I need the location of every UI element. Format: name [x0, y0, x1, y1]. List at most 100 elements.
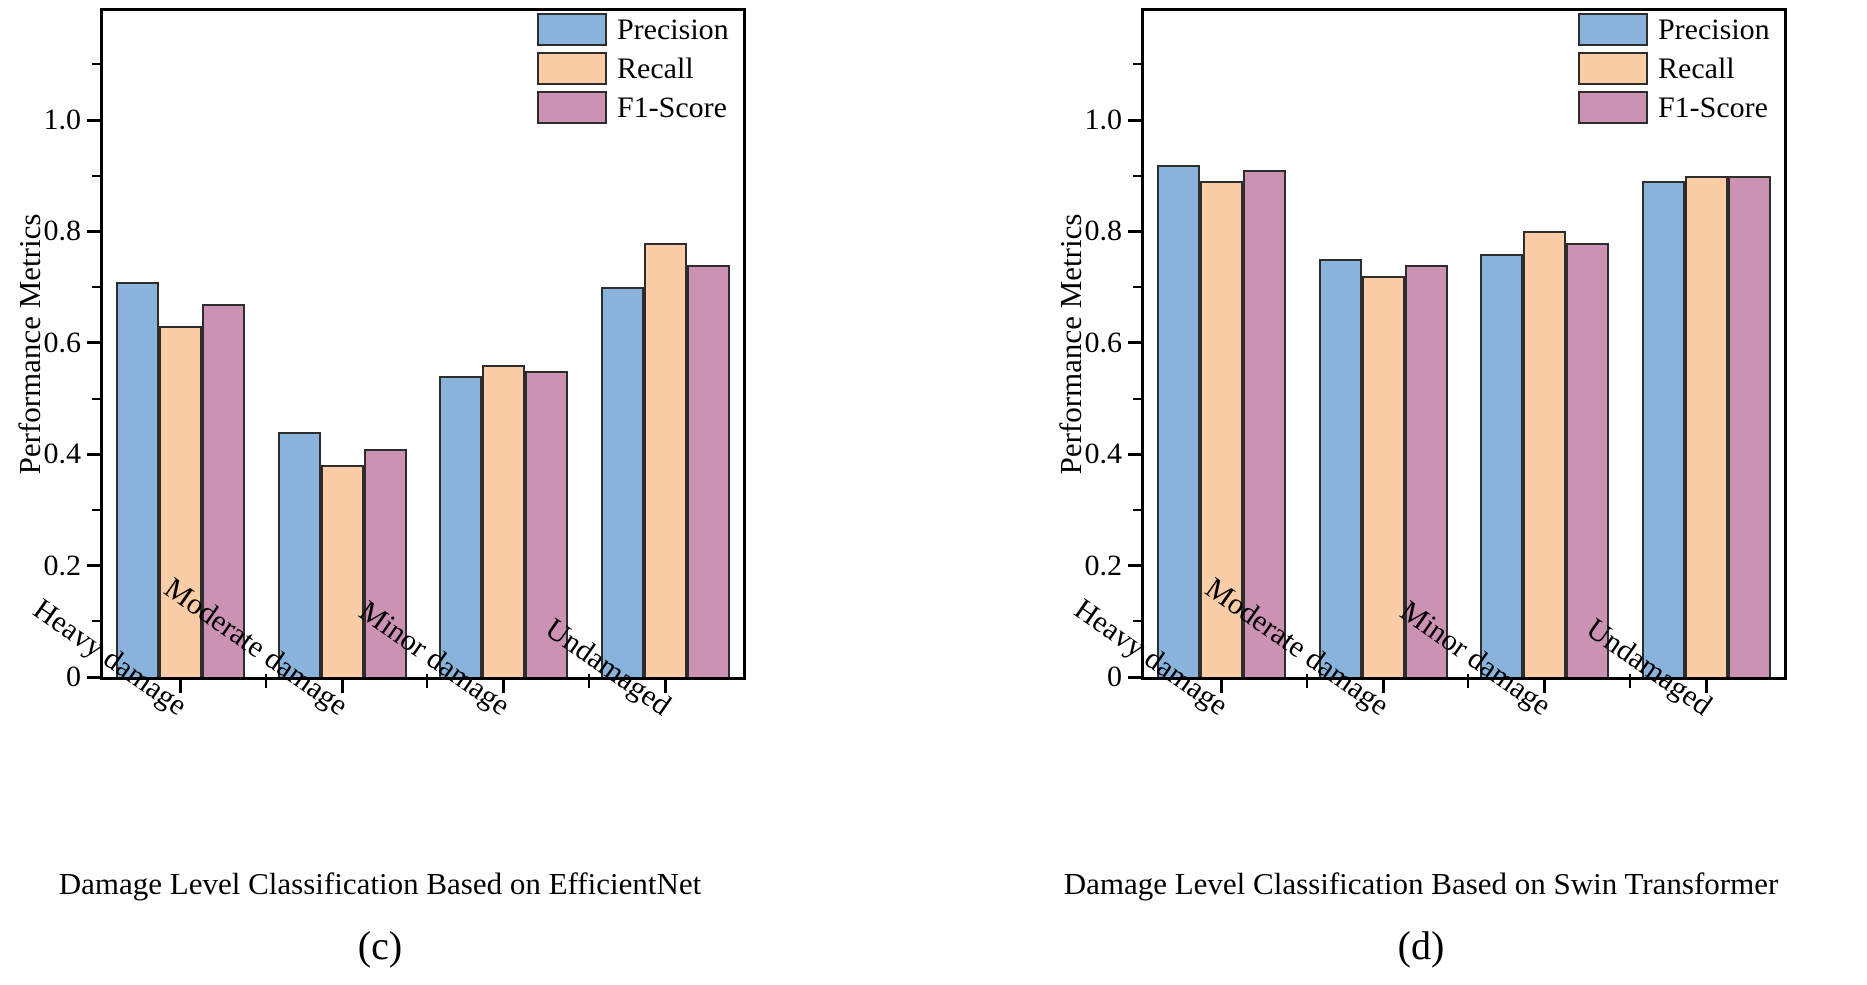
bar-recall-heavy-damage: [1200, 181, 1243, 677]
y-minor-tick: [92, 63, 100, 66]
y-minor-tick: [1133, 620, 1141, 623]
bar-f1-score-minor-damage: [525, 371, 568, 677]
y-minor-tick: [92, 174, 100, 177]
bar-precision-minor-damage: [439, 376, 482, 677]
bar-recall-undamaged: [643, 243, 687, 677]
y-major-tick: [87, 341, 100, 345]
y-tick-label: 0.2: [43, 548, 82, 582]
bar-recall-minor-damage: [1523, 231, 1566, 677]
legend-swatch-recall: [537, 52, 607, 85]
y-minor-tick: [92, 397, 100, 400]
legend-label-recall: Recall: [1658, 52, 1735, 85]
y-tick-label: 0.8: [43, 214, 82, 248]
bar-precision-moderate-damage: [277, 432, 321, 677]
bar-f1-score-undamaged: [1727, 176, 1771, 677]
x-minor-tick: [1305, 674, 1308, 688]
legend-swatch-f1-score: [1578, 91, 1648, 124]
legend-row-precision: Precision: [537, 13, 729, 46]
y-tick-label: 0.6: [43, 325, 82, 359]
bar-recall-heavy-damage: [159, 326, 202, 677]
bar-recall-undamaged: [1684, 176, 1728, 677]
x-minor-tick: [426, 674, 428, 688]
bar-recall-minor-damage: [482, 365, 525, 677]
legend-swatch-f1-score: [537, 91, 607, 124]
x-major-tick: [179, 674, 182, 693]
x-minor-tick: [1467, 674, 1469, 688]
legend-row-f1-score: F1-Score: [537, 91, 729, 124]
bar-f1-score-heavy-damage: [202, 304, 245, 677]
y-major-tick: [87, 564, 100, 568]
legend-row-f1-score: F1-Score: [1578, 91, 1770, 124]
bar-f1-score-heavy-damage: [1243, 170, 1286, 677]
legend-swatch-recall: [1578, 52, 1648, 85]
bar-precision-heavy-damage: [1157, 165, 1200, 677]
x-major-tick: [1381, 674, 1385, 693]
y-minor-tick: [92, 508, 100, 511]
plot-area: 0 0.2 0.4 0.6 0.8 1.0 Heavy damage Moderate dam…: [1068, 8, 1787, 722]
y-tick-label: 1.0: [1084, 103, 1123, 136]
x-major-tick: [502, 674, 505, 693]
legend-label-precision: Precision: [1658, 13, 1770, 46]
x-axis-title: Damage Level Classification Based on Eff…: [58, 866, 702, 901]
y-minor-tick: [92, 620, 100, 623]
legend-swatch-precision: [1578, 13, 1648, 46]
x-major-tick: [663, 674, 667, 693]
bar-f1-score-undamaged: [686, 265, 730, 677]
x-minor-tick: [587, 674, 590, 688]
x-axis-title: Damage Level Classification Based on Swi…: [1063, 866, 1779, 901]
legend-row-recall: Recall: [537, 52, 729, 85]
figure-panel-d: Performance Metrics 0 0.2 0.4 0.6 0.8 1.0 Heav…: [1041, 0, 1801, 985]
y-tick-label: 0.4: [1084, 437, 1123, 471]
panel-caption: (c): [357, 923, 403, 968]
y-major-tick: [1128, 675, 1141, 679]
y-major-tick: [1128, 341, 1141, 345]
bar-precision-undamaged: [1641, 181, 1685, 677]
y-major-tick: [1128, 564, 1141, 568]
y-major-tick: [1128, 118, 1141, 122]
x-minor-tick: [1628, 674, 1631, 688]
y-minor-tick: [1133, 174, 1141, 177]
y-tick-label: 0: [66, 660, 81, 693]
y-tick-label: 1.0: [43, 103, 82, 136]
legend-label-recall: Recall: [617, 52, 694, 85]
bar-precision-minor-damage: [1480, 254, 1523, 677]
legend: Precision Recall F1-Score: [1578, 13, 1770, 130]
x-major-tick: [1220, 674, 1223, 693]
y-major-tick: [1128, 452, 1141, 456]
y-tick-label: 0.4: [43, 437, 82, 471]
legend-label-f1-score: F1-Score: [1658, 91, 1768, 124]
bar-precision-moderate-damage: [1318, 259, 1362, 677]
y-major-tick: [87, 229, 100, 233]
y-minor-tick: [1133, 63, 1141, 66]
y-tick-label: 0.2: [1084, 548, 1123, 582]
x-major-tick: [1543, 674, 1546, 693]
y-minor-tick: [92, 286, 100, 289]
x-minor-tick: [264, 674, 267, 688]
y-major-tick: [1128, 229, 1141, 233]
y-minor-tick: [1133, 397, 1141, 400]
y-major-tick: [87, 675, 100, 679]
figure-panel-c: Performance Metrics 0 0.2 0.4 0.6 0.8 1.0 Heav…: [0, 0, 760, 985]
x-major-tick: [1704, 674, 1708, 693]
bar-recall-moderate-damage: [1361, 276, 1405, 677]
legend-row-recall: Recall: [1578, 52, 1770, 85]
plot-area: 0 0.2 0.4 0.6 0.8 1.0 Heavy damage Moderate dam…: [27, 8, 746, 722]
y-minor-tick: [1133, 286, 1141, 289]
y-tick-label: 0.8: [1084, 214, 1123, 248]
y-tick-label: 0.6: [1084, 325, 1123, 359]
y-minor-tick: [1133, 508, 1141, 511]
bar-f1-score-moderate-damage: [1404, 265, 1448, 677]
legend-swatch-precision: [537, 13, 607, 46]
panel-caption: (d): [1397, 923, 1445, 968]
bar-precision-undamaged: [600, 287, 644, 677]
bar-recall-moderate-damage: [320, 465, 364, 677]
bar-f1-score-minor-damage: [1566, 243, 1609, 677]
y-major-tick: [87, 452, 100, 456]
y-major-tick: [87, 118, 100, 122]
legend: Precision Recall F1-Score: [537, 13, 729, 130]
y-tick-label: 0: [1107, 660, 1122, 693]
bar-f1-score-moderate-damage: [363, 449, 407, 677]
x-major-tick: [340, 674, 344, 693]
legend-row-precision: Precision: [1578, 13, 1770, 46]
legend-label-f1-score: F1-Score: [617, 91, 727, 124]
